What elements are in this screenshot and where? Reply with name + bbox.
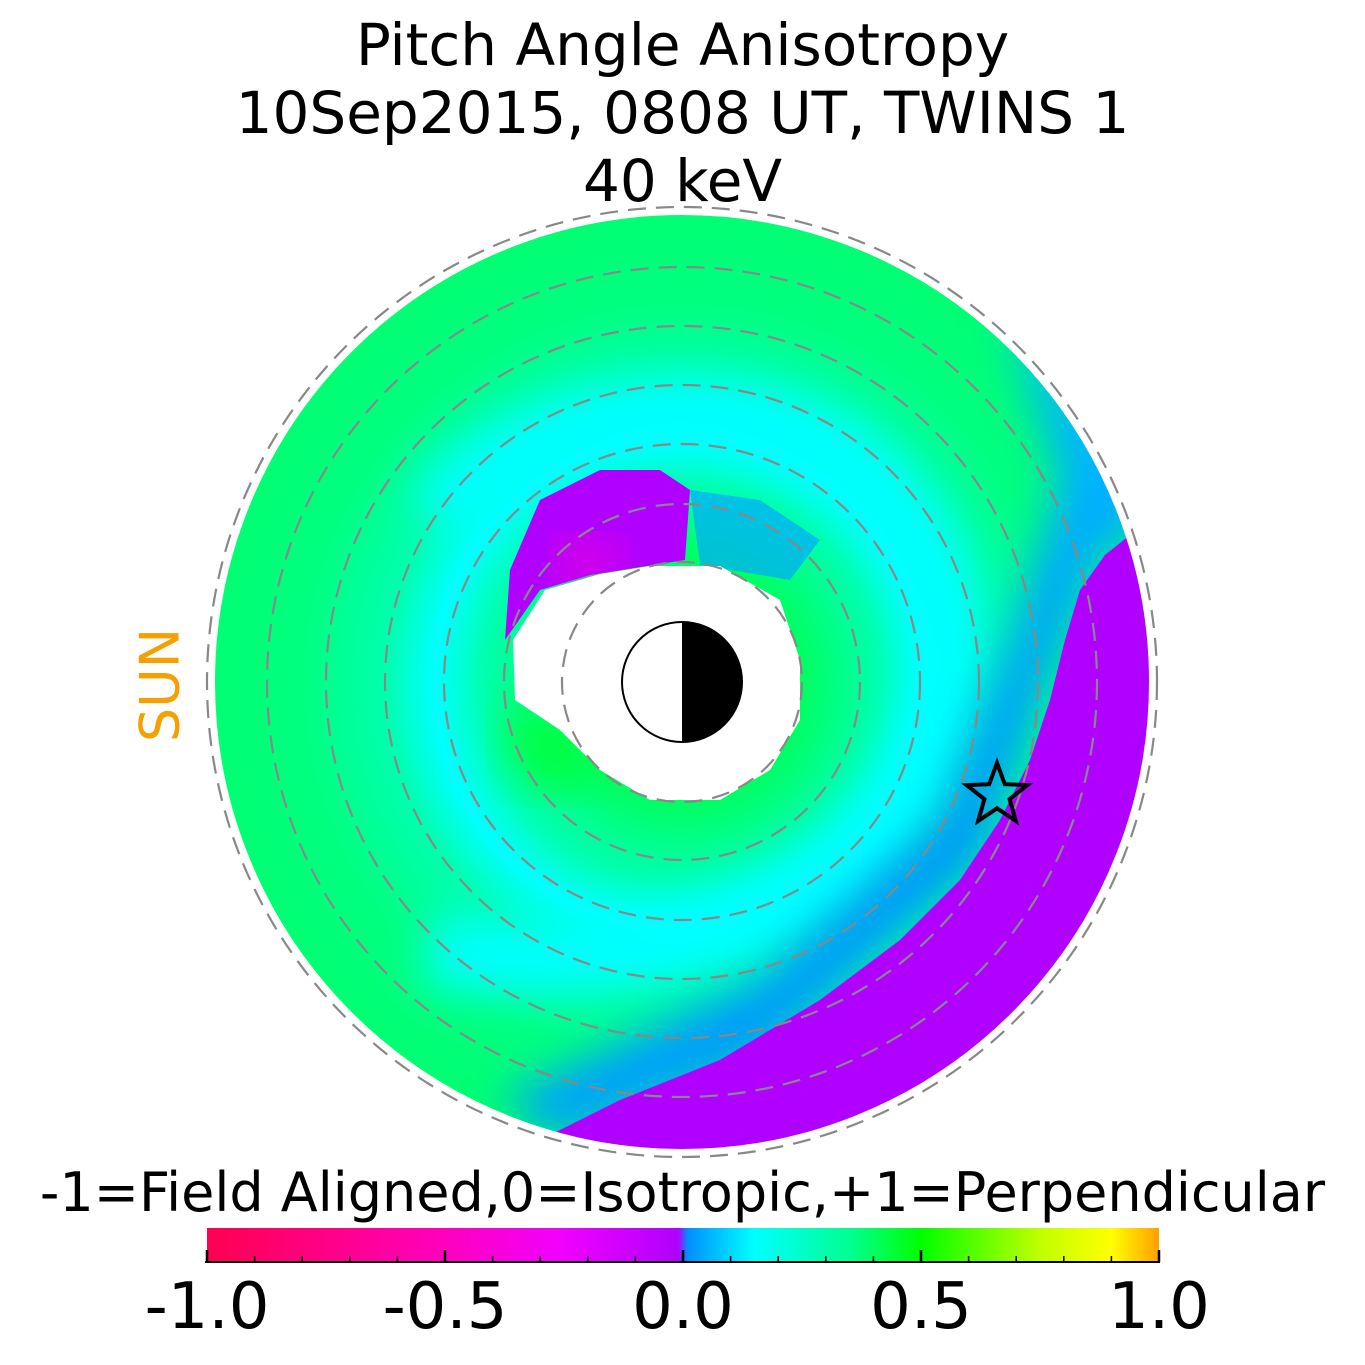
inner-blue-patch (690, 490, 820, 580)
grid-ring-7 (205, 205, 1159, 1159)
chart-subtitle: 10Sep2015, 0808 UT, TWINS 1 (235, 79, 1130, 147)
chart-title: Pitch Angle Anisotropy (355, 11, 1010, 79)
colorbar-tick-label: 0.5 (870, 1270, 972, 1344)
grid-ring-1 (560, 560, 804, 804)
inner-green-spot (505, 700, 600, 790)
blue-band (500, 300, 1152, 1140)
grid-ring-5 (324, 324, 1040, 1040)
star-icon (961, 757, 1033, 826)
colorbar-tick-label: 1.0 (1108, 1270, 1210, 1344)
colorbar-tick-label: 0.0 (632, 1270, 734, 1344)
grid-rings (205, 205, 1159, 1159)
grid-ring-4 (383, 383, 981, 981)
colorbar-ticks (205, 1250, 1161, 1262)
grid-ring-2 (502, 502, 862, 862)
colorbar-label: -1=Field Aligned,0=Isotropic,+1=Perpendi… (39, 1161, 1326, 1224)
colorbar-tick-label: -1.0 (144, 1270, 270, 1344)
earth-icon (621, 621, 743, 743)
colorbar-tick-label: -0.5 (382, 1270, 508, 1344)
grid-ring-3 (442, 442, 922, 922)
chart-energy: 40 keV (582, 147, 783, 215)
cyan-band (410, 379, 985, 993)
grid-ring-6 (265, 265, 1099, 1099)
outer-boundary (209, 209, 1155, 1155)
perpendicular-region (550, 535, 1152, 1152)
